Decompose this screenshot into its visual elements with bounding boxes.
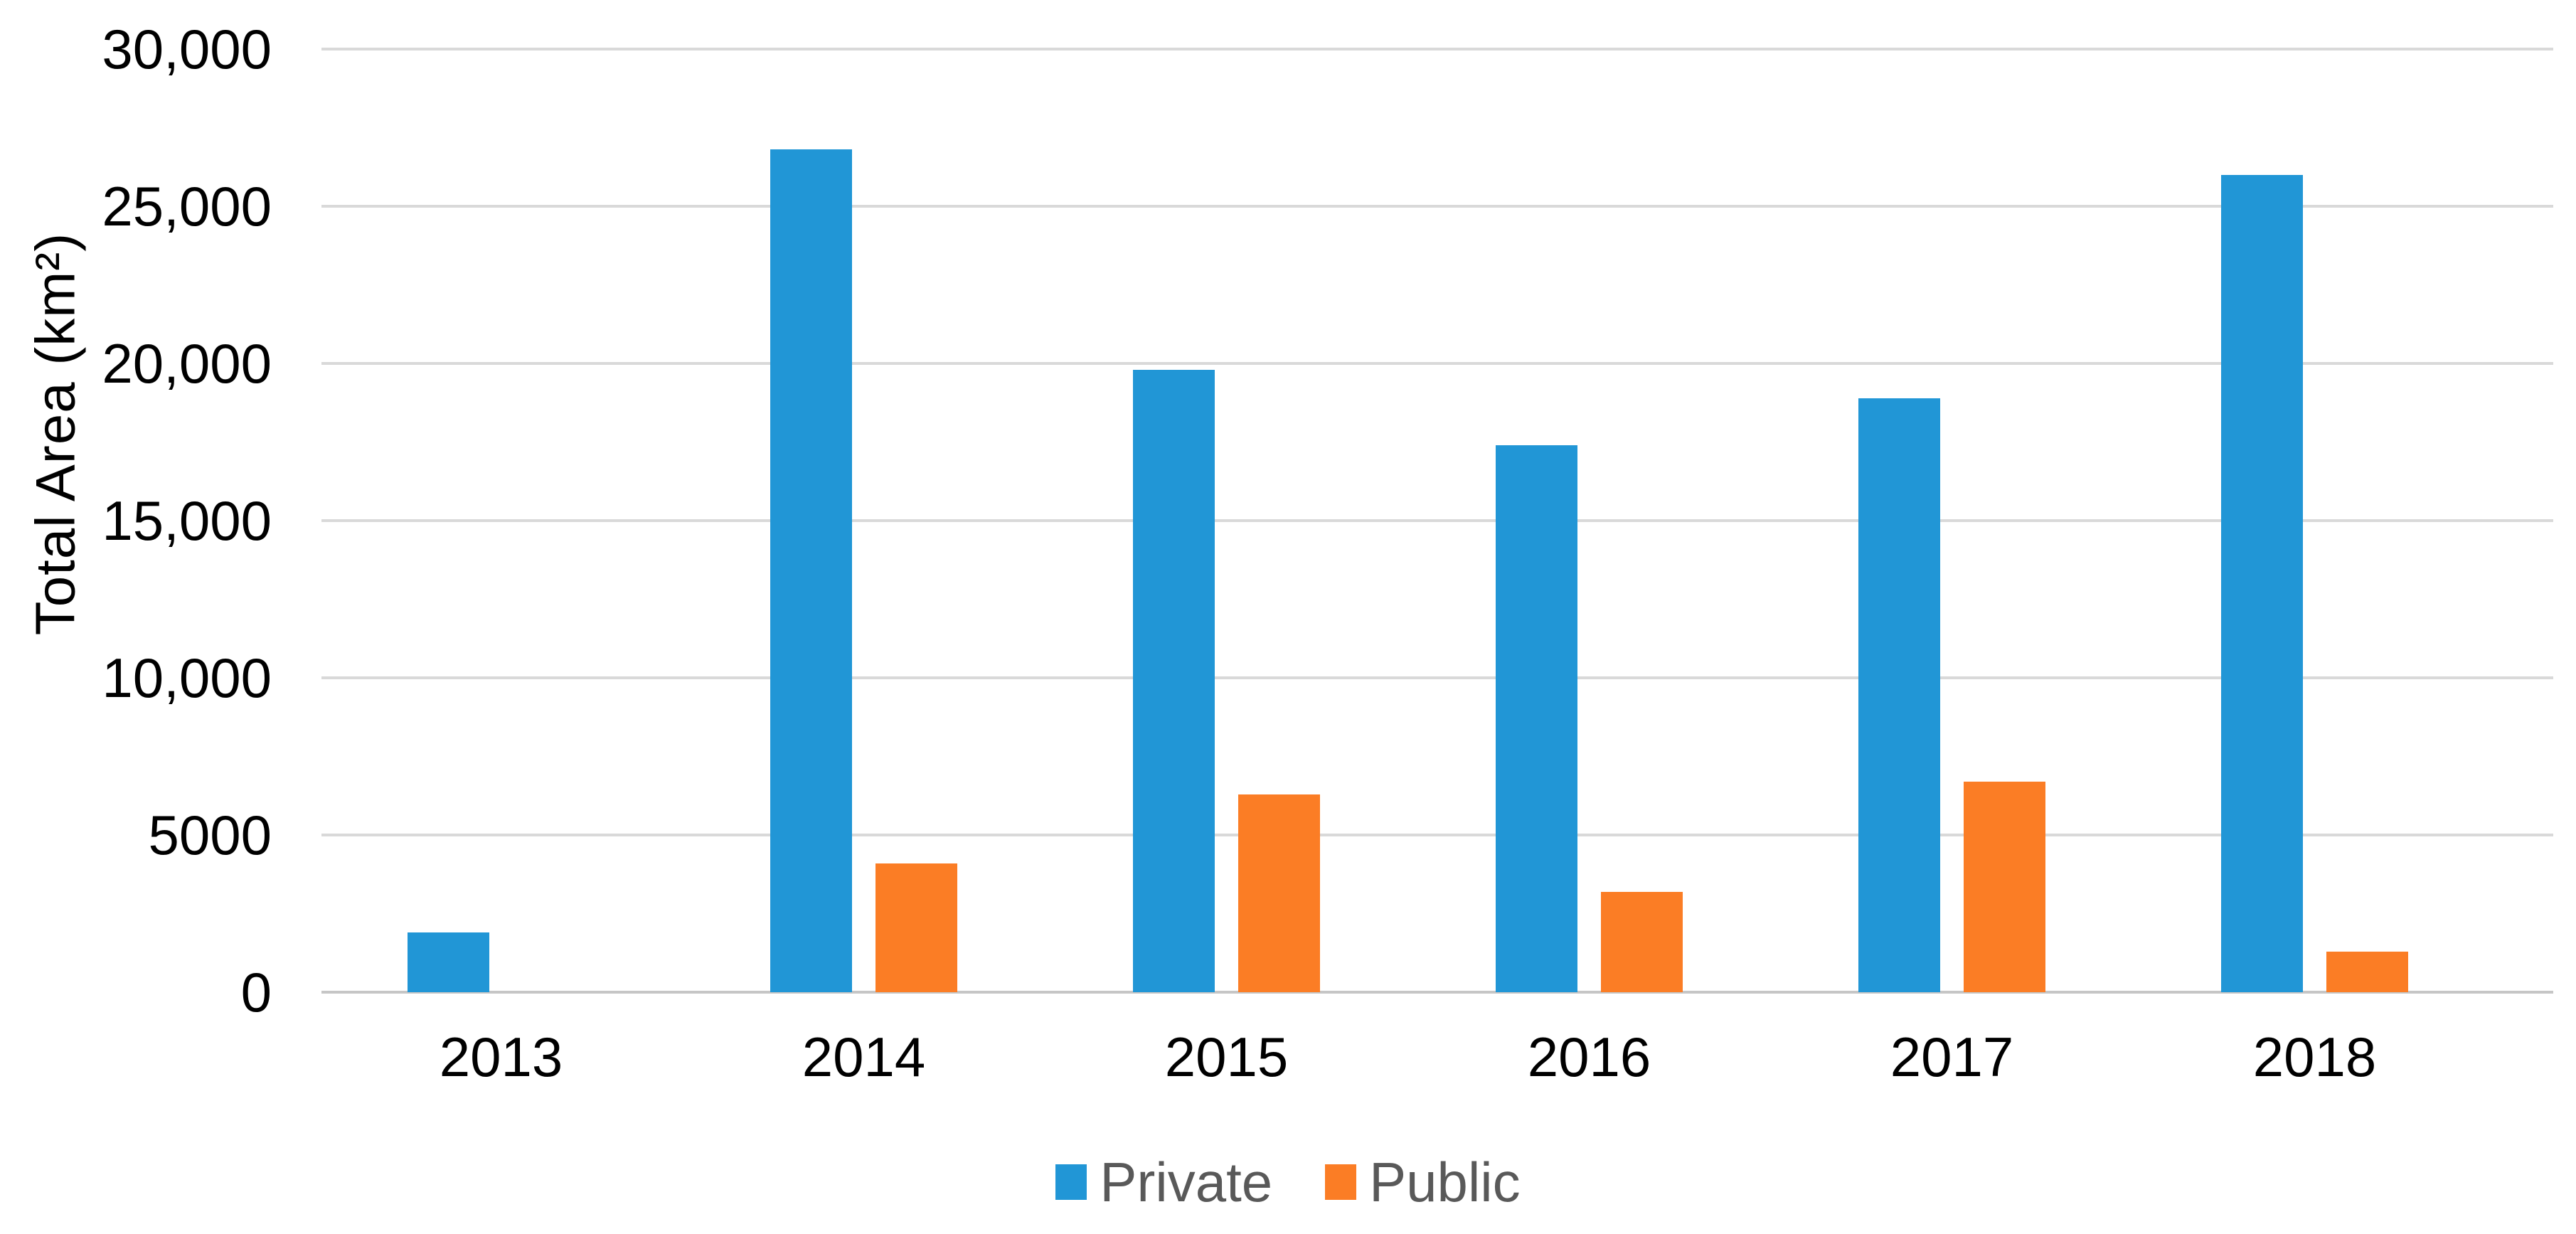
gridline: [321, 362, 2553, 365]
x-axis-baseline: [321, 991, 2553, 994]
private-bar-2015: [1133, 370, 1215, 992]
public-bar-2014: [875, 863, 957, 992]
public-bar-2017: [1964, 782, 2045, 992]
private-bar-2016: [1496, 445, 1577, 992]
public-bar-2018: [2326, 952, 2408, 992]
x-tick-label-2016: 2016: [1527, 1026, 1651, 1088]
gridline: [321, 834, 2553, 836]
public-bar-2015: [1238, 794, 1320, 992]
legend-label: Public: [1369, 1150, 1521, 1213]
private-bar-2013: [408, 932, 489, 992]
x-tick-label-2013: 2013: [439, 1026, 563, 1088]
legend-swatch-private: [1055, 1164, 1087, 1200]
x-tick-label-2018: 2018: [2252, 1026, 2377, 1088]
x-tick-label-2015: 2015: [1164, 1026, 1289, 1088]
private-bar-2014: [770, 149, 852, 992]
y-tick-label: 25,000: [102, 175, 272, 238]
private-bar-2018: [2221, 175, 2303, 992]
y-tick-label: 30,000: [102, 18, 272, 80]
plot-area: [321, 48, 2553, 994]
legend: Private Public: [0, 1151, 2576, 1213]
public-bar-2016: [1601, 892, 1683, 992]
y-tick-label: 0: [240, 961, 272, 1023]
private-bar-2017: [1858, 398, 1940, 992]
gridline: [321, 676, 2553, 679]
y-tick-label: 20,000: [102, 332, 272, 395]
gridline: [321, 205, 2553, 208]
x-tick-label-2017: 2017: [1890, 1026, 2014, 1088]
legend-label: Private: [1100, 1150, 1273, 1213]
x-tick-label-2014: 2014: [802, 1026, 926, 1088]
legend-item-public: Public: [1325, 1150, 1521, 1215]
gridline: [321, 48, 2553, 50]
legend-swatch-public: [1325, 1164, 1357, 1200]
y-tick-label: 10,000: [102, 647, 272, 709]
y-tick-label: 15,000: [102, 489, 272, 552]
y-tick-label: 5000: [148, 804, 272, 866]
y-axis-title: Total Area (km²): [23, 232, 87, 636]
gridline: [321, 519, 2553, 522]
legend-item-private: Private: [1055, 1150, 1272, 1215]
